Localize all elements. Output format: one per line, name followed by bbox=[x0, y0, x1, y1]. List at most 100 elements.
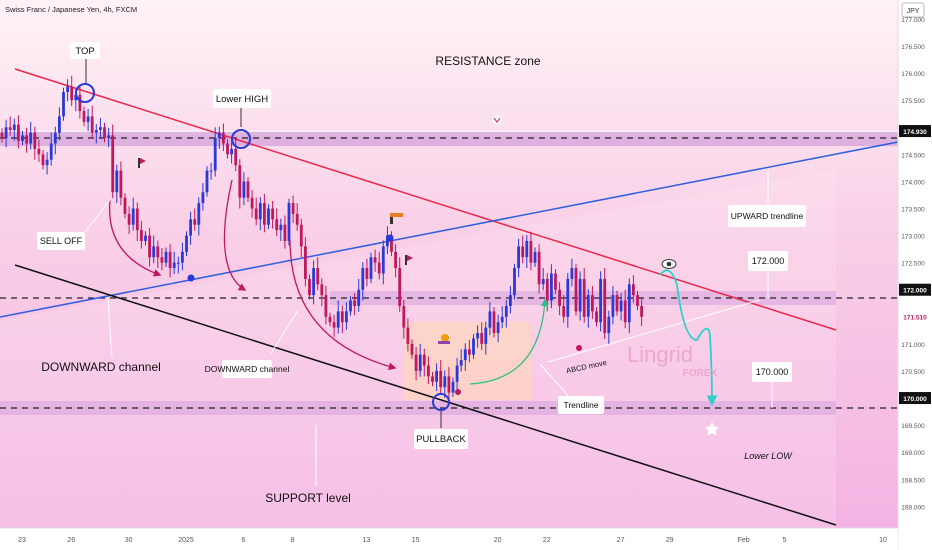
accumulation-box bbox=[403, 322, 531, 400]
lower-low-label: PULLBACK bbox=[414, 429, 468, 449]
candle bbox=[172, 251, 176, 275]
candle bbox=[554, 269, 557, 295]
candle bbox=[193, 208, 197, 231]
candle bbox=[185, 231, 188, 257]
lower-high-circle bbox=[231, 129, 251, 149]
x-tick-label: 30 bbox=[125, 537, 133, 544]
candle bbox=[25, 127, 28, 153]
candle bbox=[62, 87, 65, 121]
candle bbox=[123, 193, 127, 219]
down-chevron-icon bbox=[492, 115, 502, 125]
svg-text:SELL OFF: SELL OFF bbox=[40, 236, 83, 246]
candle bbox=[632, 275, 635, 303]
touch-dot-2 bbox=[386, 234, 394, 242]
svg-text:JPY: JPY bbox=[907, 8, 920, 15]
candle bbox=[308, 274, 311, 300]
candle bbox=[82, 106, 86, 127]
abcd-connector bbox=[269, 309, 299, 356]
candle bbox=[131, 197, 135, 231]
candle bbox=[480, 322, 484, 350]
candle bbox=[455, 357, 459, 391]
candle bbox=[37, 139, 41, 162]
channel-connector bbox=[107, 297, 113, 359]
x-tick-label: 6 bbox=[241, 537, 245, 544]
y-tick-label: 177.000 bbox=[901, 17, 925, 24]
price-axis[interactable] bbox=[898, 0, 932, 550]
candle bbox=[201, 183, 205, 211]
ease-arrow bbox=[469, 298, 549, 385]
candle bbox=[8, 116, 12, 136]
candle bbox=[111, 124, 115, 199]
currency-badge[interactable]: JPY bbox=[901, 2, 925, 18]
candle bbox=[181, 242, 184, 271]
price-label: 174.930 bbox=[899, 125, 931, 138]
candle bbox=[226, 139, 229, 159]
x-tick-label: 10 bbox=[879, 537, 887, 544]
y-tick-label: 169.500 bbox=[901, 423, 925, 430]
flag-icon-2 bbox=[405, 255, 413, 265]
price-label: 172.000 bbox=[899, 283, 931, 296]
candle bbox=[603, 268, 607, 340]
candle bbox=[127, 206, 131, 234]
candle bbox=[148, 227, 151, 267]
candle bbox=[443, 370, 447, 399]
candle bbox=[258, 197, 262, 231]
x-tick-label: 2025 bbox=[178, 537, 194, 544]
candle bbox=[279, 218, 283, 241]
candle bbox=[66, 79, 69, 102]
candles bbox=[0, 75, 643, 401]
watermark-logo: Lingrid bbox=[627, 342, 693, 367]
candle bbox=[58, 107, 61, 141]
svg-text:Trendline: Trendline bbox=[563, 400, 598, 410]
candle bbox=[484, 321, 488, 355]
eye-icon bbox=[661, 259, 677, 269]
candle bbox=[570, 258, 574, 287]
candle bbox=[283, 215, 287, 249]
y-tick-label: 175.500 bbox=[901, 98, 925, 105]
candle bbox=[566, 272, 570, 328]
candle bbox=[488, 302, 492, 336]
touch-dot-3 bbox=[455, 389, 461, 395]
candle bbox=[271, 200, 274, 229]
candle bbox=[406, 318, 410, 352]
candle bbox=[472, 334, 475, 360]
candle bbox=[353, 292, 356, 316]
svg-text:170.000: 170.000 bbox=[756, 367, 789, 377]
candle bbox=[447, 367, 451, 401]
x-tick-label: 20 bbox=[494, 537, 502, 544]
candle bbox=[103, 122, 106, 143]
candle bbox=[439, 360, 443, 394]
svg-text:174.930: 174.930 bbox=[903, 129, 927, 136]
upward-trendline bbox=[0, 141, 899, 318]
x-tick-label: 13 bbox=[363, 537, 371, 544]
y-tick-label: 168.000 bbox=[901, 504, 925, 511]
candle bbox=[107, 127, 110, 148]
candle bbox=[287, 198, 291, 246]
resistance-band bbox=[0, 132, 898, 146]
candle bbox=[49, 132, 53, 166]
candle bbox=[324, 285, 328, 325]
lower-high-label: Lower HIGH bbox=[213, 89, 271, 108]
candle bbox=[267, 204, 270, 230]
svg-text:172.000: 172.000 bbox=[752, 256, 785, 266]
lower-low-circle bbox=[432, 393, 450, 411]
candle bbox=[349, 296, 352, 316]
watermark-sub: FOREX bbox=[683, 368, 718, 379]
candle bbox=[90, 105, 94, 139]
x-tick-label: 8 bbox=[291, 537, 295, 544]
candle bbox=[0, 128, 4, 143]
resistance-zone-text: RESISTANCE zone bbox=[435, 54, 540, 68]
touch-dot-4 bbox=[576, 345, 582, 351]
projection-path bbox=[659, 269, 718, 407]
candle bbox=[627, 278, 631, 334]
candle bbox=[115, 164, 119, 204]
svg-text:171.510: 171.510 bbox=[903, 314, 927, 321]
candle bbox=[345, 302, 348, 330]
label-172000: 172.000 bbox=[748, 251, 788, 271]
downward-channel-line bbox=[14, 264, 837, 526]
x-tick-label: 23 bbox=[18, 537, 26, 544]
time-axis[interactable] bbox=[0, 528, 898, 550]
y-tick-label: 172.500 bbox=[901, 261, 925, 268]
x-tick-label: 26 bbox=[67, 537, 75, 544]
candle bbox=[459, 349, 463, 372]
